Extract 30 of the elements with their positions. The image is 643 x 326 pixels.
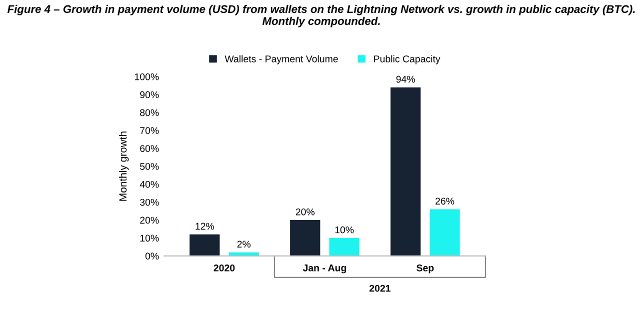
x-tick-label: Jan - Aug — [302, 264, 346, 274]
y-tick-label: 40% — [140, 180, 159, 188]
y-tick-label: 60% — [140, 145, 159, 152]
bar — [190, 234, 220, 256]
bar — [390, 87, 421, 256]
y-axis-title: Monthly growth — [118, 132, 129, 201]
data-label: 94% — [396, 76, 415, 83]
data-label: 10% — [335, 226, 354, 234]
y-tick-label: 10% — [140, 234, 159, 242]
data-label: 26% — [436, 198, 454, 205]
y-tick-label: 100% — [134, 73, 159, 80]
legend-label: Wallets - Payment Volume — [224, 55, 338, 64]
y-tick-label: 50% — [140, 162, 159, 170]
chart-title: Figure 4 – Growth in payment volume (USD) from wallets on the Lightning Network vs. growth in public capacity (BTC). Monthly compounded. — [7, 4, 635, 28]
y-tick-label: 90% — [140, 91, 159, 98]
legend-label: Public Capacity — [374, 55, 440, 64]
data-label: 12% — [196, 222, 214, 230]
data-label: 20% — [296, 208, 315, 216]
bar — [290, 220, 320, 256]
bar — [430, 209, 460, 256]
y-tick-label: 30% — [140, 198, 159, 206]
x-tick-label: 2020 — [214, 264, 235, 272]
y-tick-label: 20% — [140, 216, 159, 224]
y-tick-label: 70% — [140, 127, 159, 134]
data-label: 2% — [237, 240, 251, 248]
x-tick-label: Sep — [416, 264, 434, 274]
bar — [329, 238, 360, 256]
y-tick-label: 80% — [140, 109, 159, 116]
text: 2021 — [369, 284, 391, 292]
y-tick-label: 0% — [145, 252, 159, 260]
